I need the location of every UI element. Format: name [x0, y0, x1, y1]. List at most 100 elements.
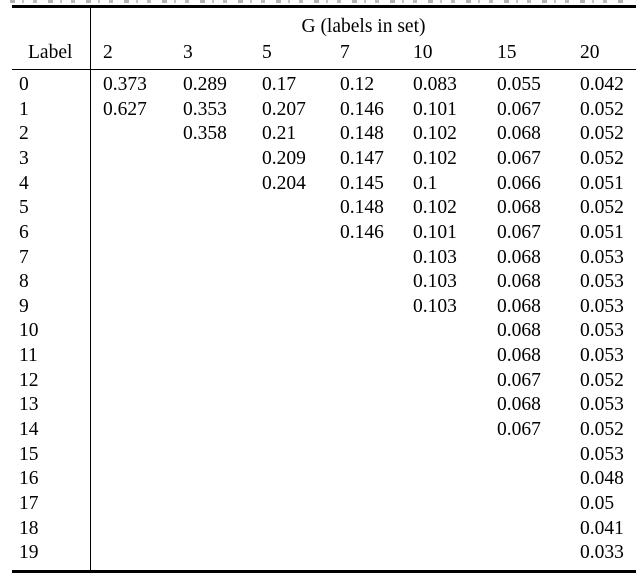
- table-cell: 0.209: [262, 148, 306, 169]
- table-cell: 0.052: [580, 148, 624, 169]
- table-cell: 0.353: [183, 99, 227, 120]
- row-label: 10: [19, 321, 39, 341]
- row-label: 14: [19, 420, 39, 440]
- table-cell: 0.048: [580, 469, 624, 489]
- table-cell: 0.148: [340, 198, 384, 218]
- table-cell: 0.067: [497, 148, 541, 169]
- table-cell: 0.373: [103, 75, 147, 95]
- table-cell: 0.051: [580, 173, 624, 194]
- row-label: 13: [19, 395, 39, 415]
- table-cell: 0.1: [413, 173, 438, 194]
- table-row: 18 0.041: [0, 516, 640, 541]
- row-label: 7: [19, 247, 29, 268]
- table-row: 14 0.067 0.052: [0, 417, 640, 442]
- table-row: 7 0.103 0.068 0.053: [0, 245, 640, 270]
- table-bottom-rule: [12, 570, 636, 573]
- table-row: 19 0.033: [0, 541, 640, 566]
- table-cell: 0.146: [340, 222, 384, 243]
- table-cell: 0.12: [340, 75, 375, 95]
- table-cell: 0.033: [580, 543, 624, 563]
- group-column-header: G (labels in set): [301, 16, 426, 37]
- table-row: 3 0.209 0.147 0.102 0.067 0.052: [0, 146, 640, 171]
- row-label: 18: [19, 518, 39, 539]
- table-cell: 0.053: [580, 296, 624, 317]
- table-row: 2 0.358 0.21 0.148 0.102 0.068 0.052: [0, 122, 640, 147]
- table-cell: 0.05: [580, 493, 615, 514]
- table-cell: 0.207: [262, 99, 306, 120]
- table-cell: 0.053: [580, 346, 624, 366]
- column-header-g2: 2: [103, 43, 113, 63]
- table-cell: 0.068: [497, 198, 541, 218]
- row-label: 16: [19, 469, 39, 489]
- table-cell: 0.204: [262, 173, 306, 194]
- table-cell: 0.101: [413, 222, 457, 243]
- table-cell: 0.083: [413, 75, 457, 95]
- row-label: 1: [19, 99, 29, 120]
- table-cell: 0.102: [413, 148, 457, 169]
- table-row: 16 0.048: [0, 467, 640, 492]
- row-label: 4: [19, 173, 29, 194]
- table-cell: 0.052: [580, 370, 624, 391]
- table-cell: 0.102: [413, 124, 457, 144]
- label-column-separator-line: [89, 7, 91, 571]
- table-header-row: Label 2 3 5 7 10 15 20: [0, 40, 640, 66]
- row-label: 3: [19, 148, 29, 169]
- column-header-label: Label: [28, 43, 73, 63]
- table-cell: 0.147: [340, 148, 384, 169]
- table-row: 4 0.204 0.145 0.1 0.066 0.051: [0, 171, 640, 196]
- table-row: 0 0.373 0.289 0.17 0.12 0.083 0.055 0.04…: [0, 73, 640, 98]
- table-row: 6 0.146 0.101 0.067 0.051: [0, 220, 640, 245]
- table-cell: 0.358: [183, 124, 227, 144]
- table-cell: 0.21: [262, 124, 297, 144]
- column-header-g7: 7: [340, 43, 350, 63]
- row-label: 9: [19, 296, 29, 317]
- table-top-rule: [12, 5, 636, 8]
- row-label: 11: [19, 346, 38, 366]
- column-header-g10: 10: [413, 43, 433, 63]
- table-row: 15 0.053: [0, 442, 640, 467]
- clipped-caption-remnant: [10, 0, 628, 3]
- row-label: 15: [19, 444, 39, 465]
- column-header-g15: 15: [497, 43, 517, 63]
- table-cell: 0.101: [413, 99, 457, 120]
- table-cell: 0.052: [580, 420, 624, 440]
- table-cell: 0.068: [497, 346, 541, 366]
- table-cell: 0.067: [497, 99, 541, 120]
- table-cell: 0.146: [340, 99, 384, 120]
- table-row: 5 0.148 0.102 0.068 0.052: [0, 196, 640, 221]
- table-row: 9 0.103 0.068 0.053: [0, 294, 640, 319]
- table-cell: 0.145: [340, 173, 384, 194]
- table-cell: 0.067: [497, 420, 541, 440]
- row-label: 6: [19, 222, 29, 243]
- table-cell: 0.068: [497, 321, 541, 341]
- table-cell: 0.041: [580, 518, 624, 539]
- table-cell: 0.102: [413, 198, 457, 218]
- table-cell: 0.103: [413, 247, 457, 268]
- table-mid-rule: [12, 68, 636, 71]
- table-cell: 0.627: [103, 99, 147, 120]
- table-cell: 0.053: [580, 247, 624, 268]
- table-cell: 0.068: [497, 296, 541, 317]
- table-cell: 0.066: [497, 173, 541, 194]
- table-cell: 0.053: [580, 272, 624, 292]
- table-row: 13 0.068 0.053: [0, 393, 640, 418]
- table-cell: 0.17: [262, 75, 297, 95]
- row-label: 2: [19, 124, 29, 144]
- table-cell: 0.053: [580, 395, 624, 415]
- row-label: 17: [19, 493, 39, 514]
- table-cell: 0.103: [413, 272, 457, 292]
- table-cell: 0.042: [580, 75, 624, 95]
- table-cell: 0.068: [497, 395, 541, 415]
- table-cell: 0.052: [580, 99, 624, 120]
- row-label: 8: [19, 272, 29, 292]
- table-row: 11 0.068 0.053: [0, 344, 640, 369]
- table-row: 10 0.068 0.053: [0, 319, 640, 344]
- table-cell: 0.068: [497, 124, 541, 144]
- row-label: 5: [19, 198, 29, 218]
- table-cell: 0.148: [340, 124, 384, 144]
- table-cell: 0.103: [413, 296, 457, 317]
- column-header-g20: 20: [580, 43, 600, 63]
- row-label: 0: [19, 75, 29, 95]
- table-cell: 0.053: [580, 321, 624, 341]
